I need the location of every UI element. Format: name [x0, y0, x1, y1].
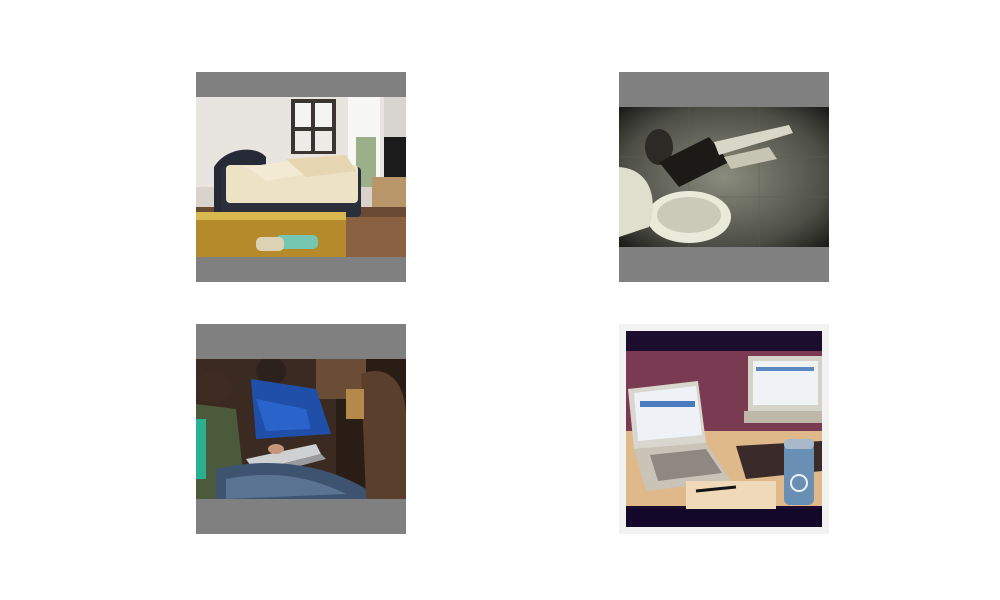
photo-tile-toilet: [619, 72, 829, 282]
people-laptops-photo: [196, 359, 406, 499]
desk-laptops-photo: [626, 331, 822, 527]
photo-tile-bedroom: [196, 72, 406, 282]
toilet-photo: [619, 107, 829, 247]
photo-tile-desk-laptops: [619, 324, 829, 534]
bedroom-photo: [196, 97, 406, 257]
photo-tile-laptops-people: [196, 324, 406, 534]
